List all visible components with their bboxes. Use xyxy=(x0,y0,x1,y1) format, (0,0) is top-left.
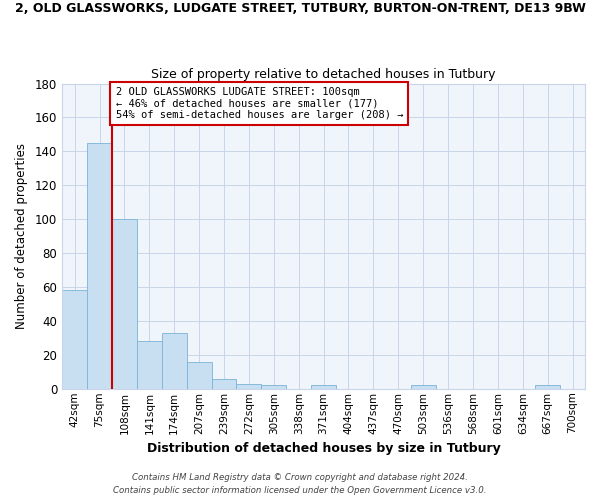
X-axis label: Distribution of detached houses by size in Tutbury: Distribution of detached houses by size … xyxy=(147,442,500,455)
Text: 2 OLD GLASSWORKS LUDGATE STREET: 100sqm
← 46% of detached houses are smaller (17: 2 OLD GLASSWORKS LUDGATE STREET: 100sqm … xyxy=(116,87,403,120)
Title: Size of property relative to detached houses in Tutbury: Size of property relative to detached ho… xyxy=(151,68,496,81)
Text: 2, OLD GLASSWORKS, LUDGATE STREET, TUTBURY, BURTON-ON-TRENT, DE13 9BW: 2, OLD GLASSWORKS, LUDGATE STREET, TUTBU… xyxy=(14,2,586,16)
Bar xyxy=(62,290,87,389)
Bar xyxy=(311,386,336,389)
Bar xyxy=(162,333,187,389)
Bar xyxy=(236,384,262,389)
Bar xyxy=(262,386,286,389)
Bar xyxy=(212,378,236,389)
Bar xyxy=(411,386,436,389)
Bar xyxy=(187,362,212,389)
Bar xyxy=(137,342,162,389)
Text: Contains HM Land Registry data © Crown copyright and database right 2024.
Contai: Contains HM Land Registry data © Crown c… xyxy=(113,474,487,495)
Bar xyxy=(87,143,112,389)
Bar xyxy=(535,386,560,389)
Y-axis label: Number of detached properties: Number of detached properties xyxy=(15,143,28,329)
Bar xyxy=(112,219,137,389)
